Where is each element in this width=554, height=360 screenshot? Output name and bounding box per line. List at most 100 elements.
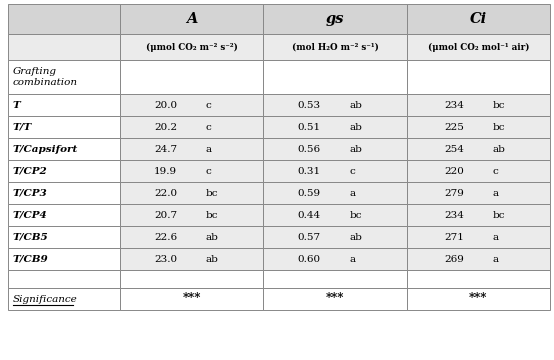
Bar bbox=[8, 226, 120, 248]
Bar bbox=[8, 116, 120, 138]
Bar bbox=[263, 4, 407, 34]
Bar bbox=[120, 288, 263, 310]
Text: bc: bc bbox=[493, 100, 505, 109]
Bar bbox=[407, 160, 550, 182]
Text: 23.0: 23.0 bbox=[154, 255, 177, 264]
Text: ab: ab bbox=[350, 122, 362, 131]
Bar bbox=[407, 94, 550, 116]
Text: bc: bc bbox=[350, 211, 362, 220]
Text: 220: 220 bbox=[444, 166, 464, 175]
Bar bbox=[263, 248, 407, 270]
Text: (μmol CO₂ mol⁻¹ air): (μmol CO₂ mol⁻¹ air) bbox=[428, 42, 529, 51]
Bar bbox=[8, 204, 120, 226]
Text: a: a bbox=[350, 189, 356, 198]
Bar bbox=[8, 182, 120, 204]
Text: ab: ab bbox=[350, 100, 362, 109]
Text: 0.56: 0.56 bbox=[297, 144, 321, 153]
Text: 24.7: 24.7 bbox=[154, 144, 177, 153]
Bar bbox=[407, 4, 550, 34]
Bar bbox=[8, 248, 120, 270]
Bar bbox=[263, 270, 407, 288]
Bar bbox=[120, 34, 263, 60]
Bar bbox=[263, 94, 407, 116]
Bar bbox=[263, 138, 407, 160]
Text: T/CP3: T/CP3 bbox=[13, 189, 48, 198]
Text: gs: gs bbox=[326, 12, 344, 26]
Bar bbox=[120, 270, 263, 288]
Bar bbox=[407, 138, 550, 160]
Text: ab: ab bbox=[350, 233, 362, 242]
Bar bbox=[8, 34, 120, 60]
Text: bc: bc bbox=[206, 189, 218, 198]
Text: 279: 279 bbox=[444, 189, 464, 198]
Bar bbox=[263, 116, 407, 138]
Text: T/CB5: T/CB5 bbox=[13, 233, 49, 242]
Text: bc: bc bbox=[206, 211, 218, 220]
Bar bbox=[120, 94, 263, 116]
Bar bbox=[263, 226, 407, 248]
Bar bbox=[407, 182, 550, 204]
Text: c: c bbox=[206, 100, 212, 109]
Text: 0.59: 0.59 bbox=[297, 189, 321, 198]
Text: 20.7: 20.7 bbox=[154, 211, 177, 220]
Text: 234: 234 bbox=[444, 211, 464, 220]
Bar bbox=[407, 288, 550, 310]
Text: T/T: T/T bbox=[13, 122, 32, 131]
Bar bbox=[120, 160, 263, 182]
Text: c: c bbox=[493, 166, 499, 175]
Bar bbox=[8, 288, 120, 310]
Bar bbox=[263, 34, 407, 60]
Text: ***: *** bbox=[326, 292, 344, 306]
Bar bbox=[263, 288, 407, 310]
Text: 0.57: 0.57 bbox=[297, 233, 321, 242]
Text: ab: ab bbox=[206, 255, 219, 264]
Bar bbox=[120, 248, 263, 270]
Bar bbox=[120, 226, 263, 248]
Text: c: c bbox=[206, 122, 212, 131]
Text: 0.51: 0.51 bbox=[297, 122, 321, 131]
Text: A: A bbox=[186, 12, 197, 26]
Text: T/CB9: T/CB9 bbox=[13, 255, 49, 264]
Bar bbox=[120, 182, 263, 204]
Text: T: T bbox=[13, 100, 20, 109]
Text: a: a bbox=[493, 189, 499, 198]
Text: (μmol CO₂ m⁻² s⁻²): (μmol CO₂ m⁻² s⁻²) bbox=[146, 42, 238, 51]
Text: ab: ab bbox=[350, 144, 362, 153]
Text: a: a bbox=[493, 233, 499, 242]
Text: a: a bbox=[206, 144, 212, 153]
Bar bbox=[8, 270, 120, 288]
Text: Grafting
combination: Grafting combination bbox=[13, 67, 78, 87]
Text: c: c bbox=[350, 166, 355, 175]
Text: 0.60: 0.60 bbox=[297, 255, 321, 264]
Text: 22.6: 22.6 bbox=[154, 233, 177, 242]
Text: T/CP4: T/CP4 bbox=[13, 211, 48, 220]
Bar bbox=[120, 116, 263, 138]
Text: 269: 269 bbox=[444, 255, 464, 264]
Text: a: a bbox=[493, 255, 499, 264]
Bar bbox=[8, 4, 120, 34]
Text: (mol H₂O m⁻² s⁻¹): (mol H₂O m⁻² s⁻¹) bbox=[291, 42, 378, 51]
Text: T/Capsifort: T/Capsifort bbox=[13, 144, 78, 153]
Text: a: a bbox=[350, 255, 356, 264]
Bar bbox=[407, 116, 550, 138]
Bar bbox=[8, 60, 120, 94]
Bar bbox=[407, 226, 550, 248]
Bar bbox=[263, 182, 407, 204]
Bar bbox=[407, 204, 550, 226]
Bar bbox=[8, 138, 120, 160]
Text: Significance: Significance bbox=[13, 294, 78, 303]
Text: c: c bbox=[206, 166, 212, 175]
Text: 19.9: 19.9 bbox=[154, 166, 177, 175]
Text: T/CP2: T/CP2 bbox=[13, 166, 48, 175]
Text: 0.53: 0.53 bbox=[297, 100, 321, 109]
Bar bbox=[407, 34, 550, 60]
Bar bbox=[120, 4, 263, 34]
Bar bbox=[263, 204, 407, 226]
Text: 20.0: 20.0 bbox=[154, 100, 177, 109]
Text: 22.0: 22.0 bbox=[154, 189, 177, 198]
Text: bc: bc bbox=[493, 122, 505, 131]
Text: ab: ab bbox=[206, 233, 219, 242]
Bar bbox=[8, 160, 120, 182]
Bar bbox=[407, 60, 550, 94]
Text: ***: *** bbox=[182, 292, 201, 306]
